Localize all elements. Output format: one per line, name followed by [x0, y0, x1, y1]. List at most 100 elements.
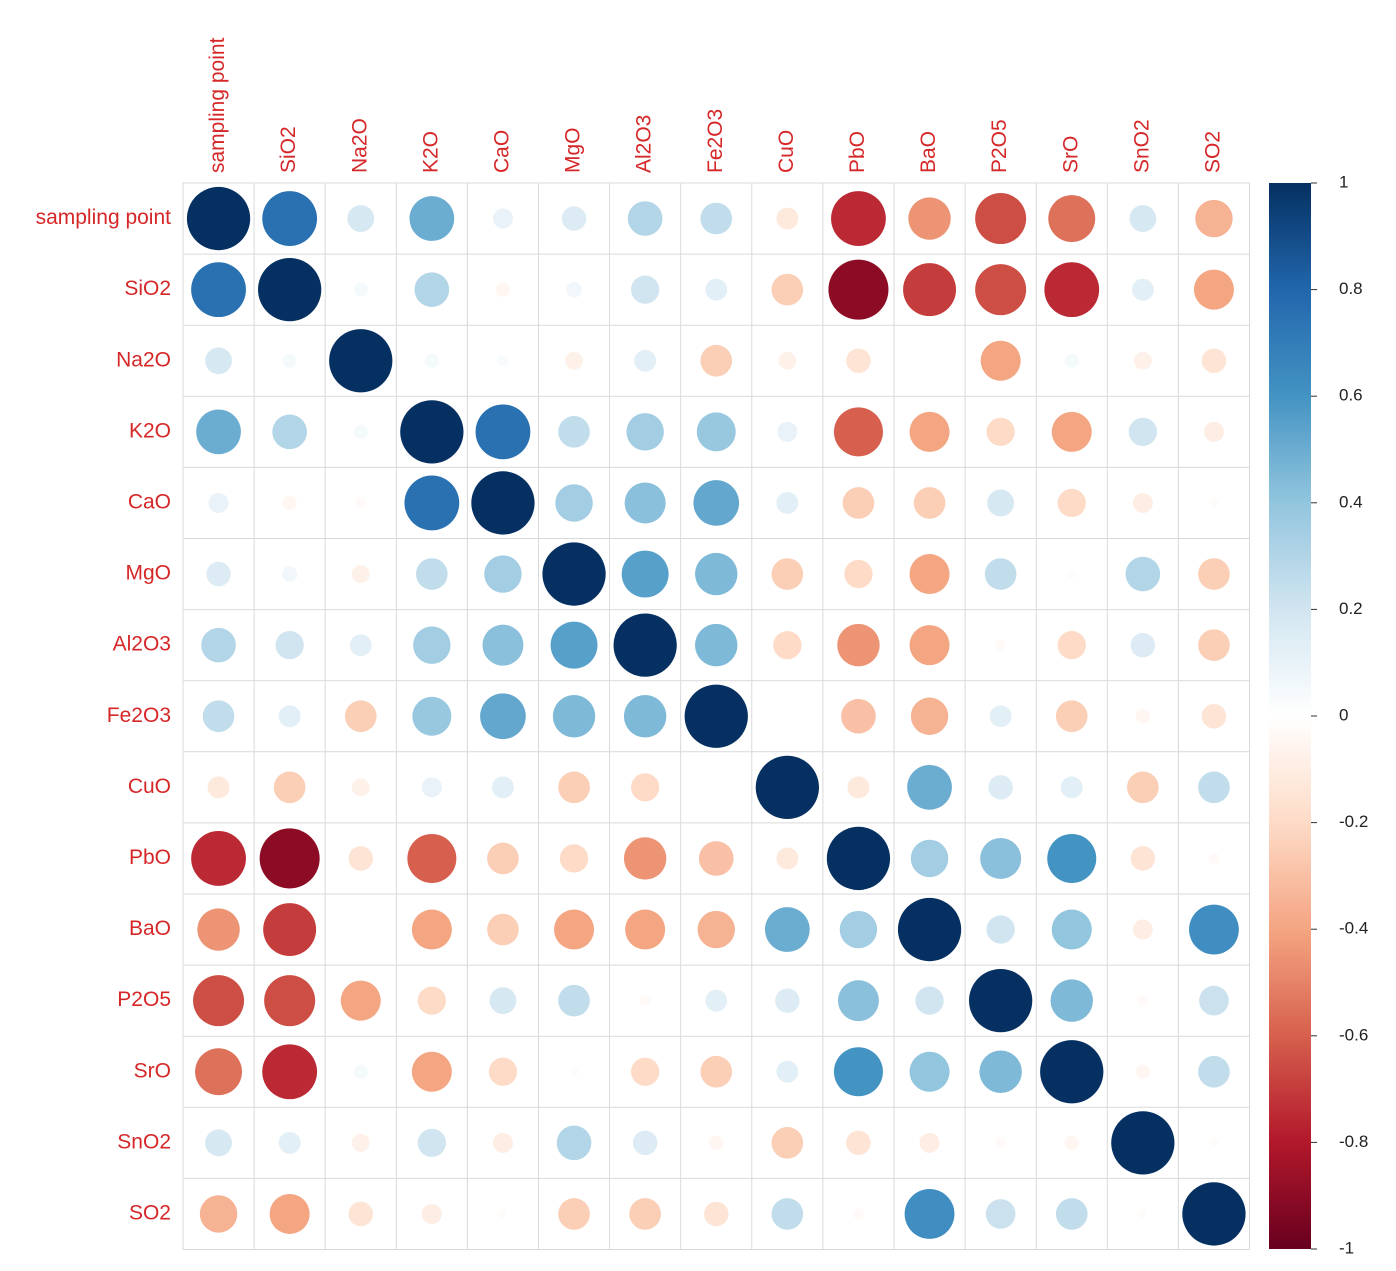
corr-circle-11-13 — [1137, 995, 1149, 1007]
corr-circle-4-9 — [842, 487, 875, 519]
corr-circle-4-11 — [987, 489, 1015, 517]
corr-circle-8-2 — [351, 778, 370, 797]
corr-circle-1-14 — [1193, 269, 1234, 310]
corr-circle-14-9 — [852, 1208, 864, 1220]
corr-circle-8-13 — [1127, 771, 1159, 804]
corr-circle-0-11 — [975, 193, 1027, 245]
corr-circle-9-11 — [980, 837, 1022, 879]
corr-circle-5-14 — [1198, 558, 1230, 590]
corr-circle-0-5 — [561, 206, 587, 231]
corr-circle-1-12 — [1044, 262, 1100, 318]
row-label: SnO2 — [117, 1130, 171, 1153]
corr-circle-2-3 — [424, 353, 439, 368]
corr-circle-7-7 — [684, 684, 748, 748]
corr-circle-0-8 — [776, 207, 799, 230]
corr-circle-0-6 — [627, 201, 663, 236]
corr-circle-12-2 — [353, 1064, 368, 1079]
corr-circle-10-9 — [839, 910, 878, 949]
corr-circle-8-3 — [421, 777, 442, 798]
corr-circle-7-11 — [989, 705, 1012, 728]
column-label: sampling point — [206, 37, 229, 173]
corr-circle-11-5 — [558, 984, 590, 1017]
corr-circle-0-14 — [1195, 199, 1233, 238]
corr-circle-12-11 — [979, 1050, 1022, 1093]
corr-circle-0-13 — [1129, 205, 1157, 232]
corr-circle-14-3 — [421, 1203, 442, 1224]
corr-circle-4-3 — [404, 475, 460, 531]
corr-circle-12-3 — [411, 1051, 452, 1092]
column-label: BaO — [917, 131, 940, 173]
column-label: P2O5 — [988, 119, 1011, 173]
row-label: CuO — [128, 775, 171, 798]
column-label: Fe2O3 — [704, 109, 727, 173]
corr-circle-8-10 — [907, 764, 952, 810]
corr-circle-0-0 — [186, 186, 251, 251]
corr-circle-7-5 — [552, 695, 596, 738]
corr-circle-4-7 — [693, 480, 740, 526]
row-label: SrO — [134, 1059, 171, 1082]
corr-circle-3-2 — [353, 424, 368, 439]
corr-circle-6-3 — [413, 626, 451, 664]
corr-circle-3-5 — [558, 416, 590, 448]
colorbar-tick-label: 0.4 — [1339, 492, 1363, 511]
corr-circle-11-10 — [915, 986, 944, 1015]
corr-circle-4-13 — [1132, 492, 1153, 513]
corr-circle-1-1 — [258, 258, 322, 322]
corr-circle-2-0 — [205, 347, 232, 375]
corr-circle-11-9 — [837, 980, 879, 1022]
corr-circle-11-3 — [417, 986, 446, 1015]
corr-circle-9-7 — [698, 841, 734, 876]
corr-circle-4-0 — [208, 492, 229, 513]
corr-circle-12-12 — [1040, 1040, 1104, 1104]
corr-circle-6-0 — [201, 627, 236, 663]
corr-circle-0-10 — [908, 197, 951, 240]
corr-circle-14-8 — [771, 1198, 804, 1230]
corr-circle-1-0 — [191, 262, 246, 318]
corr-circle-7-13 — [1135, 709, 1150, 724]
corr-circle-14-2 — [348, 1201, 374, 1227]
corr-circle-3-6 — [626, 413, 664, 451]
corr-circle-10-12 — [1051, 909, 1092, 950]
corr-circle-7-4 — [480, 693, 526, 740]
corr-circle-9-10 — [910, 839, 949, 878]
corr-circle-13-12 — [1064, 1135, 1079, 1150]
corr-circle-9-4 — [487, 842, 519, 875]
column-label: SiO2 — [277, 126, 300, 173]
corr-circle-11-2 — [340, 980, 381, 1021]
corr-circle-14-14 — [1182, 1182, 1246, 1246]
corr-circle-12-8 — [776, 1060, 799, 1083]
corr-circle-10-10 — [897, 897, 962, 962]
corr-circle-6-1 — [275, 631, 304, 660]
column-label: K2O — [419, 131, 442, 173]
corr-circle-9-1 — [259, 828, 320, 889]
corr-circle-5-11 — [984, 558, 1017, 590]
corr-circle-13-2 — [351, 1133, 370, 1152]
colorbar-gradient — [1269, 183, 1311, 1249]
row-label: K2O — [129, 419, 171, 442]
corr-circle-11-8 — [775, 988, 800, 1013]
corr-circle-14-1 — [269, 1193, 310, 1234]
colorbar: 1 0.8 0.6 0.4 0.2 0 -0.2 -0.4 -0.6 -0.8 -1 — [1269, 172, 1368, 1257]
corr-circle-4-8 — [776, 491, 799, 514]
corr-circle-8-1 — [273, 771, 306, 804]
row-label: Na2O — [116, 348, 171, 371]
corr-circle-5-13 — [1125, 556, 1161, 592]
corr-circle-13-4 — [492, 1132, 513, 1153]
corr-circle-7-10 — [910, 697, 949, 735]
corr-circle-13-11 — [995, 1137, 1007, 1149]
corr-circle-5-5 — [542, 542, 606, 606]
corr-circle-1-13 — [1131, 278, 1154, 301]
corr-circle-8-14 — [1198, 771, 1230, 804]
corr-circle-7-1 — [278, 705, 301, 728]
corr-circle-4-6 — [624, 482, 666, 524]
colorbar-tick-label: -0.4 — [1339, 919, 1368, 938]
corr-circle-3-9 — [833, 407, 883, 457]
corr-circle-7-6 — [623, 695, 667, 738]
corr-circle-5-6 — [621, 550, 669, 598]
corr-circle-7-12 — [1055, 700, 1088, 733]
correlation-circles — [186, 186, 1246, 1246]
corr-circle-4-5 — [555, 484, 593, 522]
row-label: Al2O3 — [113, 633, 171, 656]
corr-circle-11-12 — [1050, 979, 1093, 1022]
colorbar-tick-label: -0.6 — [1339, 1025, 1368, 1044]
